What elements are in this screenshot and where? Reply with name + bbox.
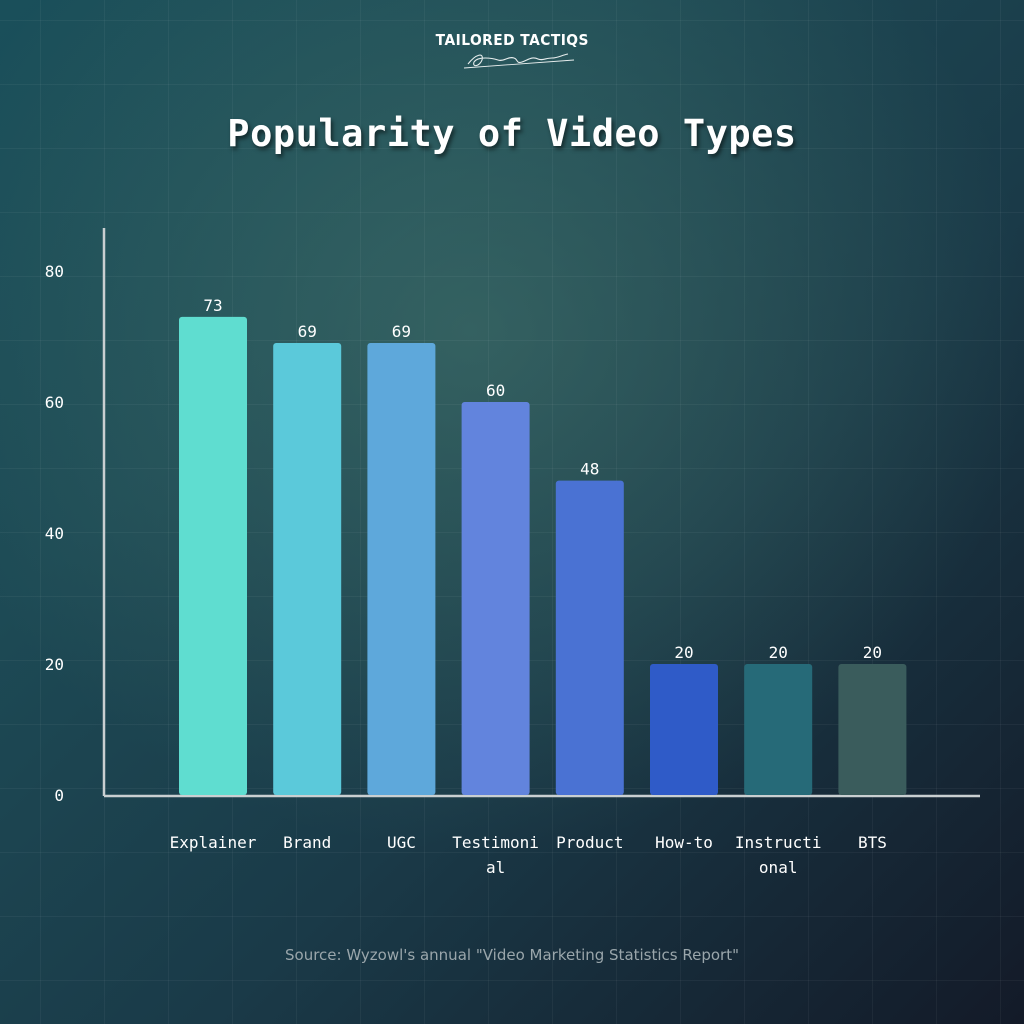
category-label: How-to: [655, 833, 713, 852]
brand-name: TAILORED TACTIQS: [435, 31, 589, 49]
category-label: Explainer: [170, 833, 257, 852]
category-label: UGC: [387, 833, 416, 852]
bar-value-label: 69: [392, 322, 411, 341]
chart-title: Popularity of Video Types: [227, 112, 797, 155]
source-note: Source: Wyzowl's annual "Video Marketing…: [285, 946, 739, 964]
brand-logo: TAILORED TACTIQS: [0, 30, 1024, 49]
category-label: onal: [759, 858, 798, 877]
bar-value-label: 20: [674, 643, 693, 662]
y-tick-labels: 0 20 40 60 80: [45, 262, 64, 805]
y-tick-label: 60: [45, 393, 64, 412]
signature-mark: [463, 53, 575, 69]
bar-value-labels: 73 69 69 60 48 20 20 20: [203, 296, 882, 662]
bar-brand: [273, 343, 342, 795]
bar-value-label: 60: [486, 381, 505, 400]
category-label: BTS: [858, 833, 887, 852]
category-label: al: [486, 858, 505, 877]
bar-value-label: 20: [769, 643, 788, 662]
bars: [179, 316, 907, 795]
category-label: Testimoni: [452, 833, 539, 852]
bar-explainer: [179, 316, 247, 795]
bar-value-label: 73: [203, 296, 222, 315]
category-labels: Explainer Brand UGC Testimoni al Product How-t…: [170, 833, 887, 877]
bar-how-to: [650, 664, 718, 795]
y-tick-label: 0: [54, 786, 64, 805]
category-label: Instructi: [735, 833, 822, 852]
bar-instructional: [744, 664, 813, 795]
y-tick-label: 80: [45, 262, 64, 281]
bar-value-label: 69: [298, 322, 317, 341]
bar-value-label: 20: [863, 643, 882, 662]
y-tick-label: 20: [45, 655, 64, 674]
bar-bts: [838, 664, 907, 795]
bar-testimonial: [461, 402, 530, 795]
category-label: Product: [556, 833, 623, 852]
y-tick-label: 40: [45, 524, 64, 543]
bar-value-label: 48: [580, 460, 599, 479]
bar-ugc: [367, 343, 436, 795]
category-label: Brand: [283, 833, 331, 852]
bar-product: [555, 480, 624, 795]
